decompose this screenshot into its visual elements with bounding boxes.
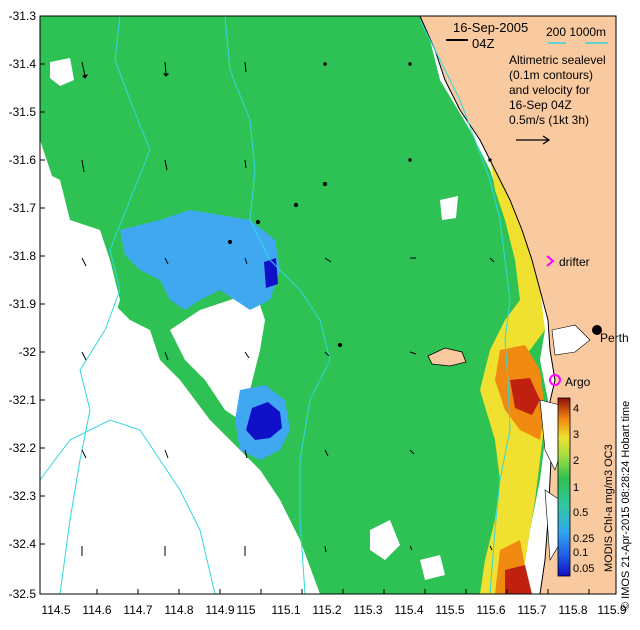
x-tick-label: 114.6: [82, 603, 111, 617]
colorbar-tick: 3: [573, 429, 579, 441]
colorbar-tick: 0.05: [573, 563, 594, 575]
low-chlorophyll-patch: [120, 210, 280, 310]
drifter-label: drifter: [559, 255, 590, 269]
legend-line: 0.5m/s (1kt 3h): [509, 113, 589, 127]
y-tick-marks: [40, 63, 45, 545]
y-tick-label: -31.4: [9, 57, 37, 71]
x-tick-label: 114.8: [164, 603, 193, 617]
x-tick-label: 115.6: [476, 603, 505, 617]
y-tick-label: -32: [19, 345, 37, 359]
y-axis: -31.3 -31.4 -31.5 -31.6 -31.7 -31.8 -31.…: [9, 9, 37, 601]
x-tick-label: 115.8: [558, 603, 587, 617]
x-tick-marks: [96, 589, 590, 594]
y-tick-label: -31.7: [9, 201, 37, 215]
y-tick-label: -31.3: [9, 9, 37, 23]
y-tick-label: -31.5: [9, 105, 37, 119]
drifter-marker-icon: [546, 255, 555, 267]
y-tick-label: -31.6: [9, 153, 37, 167]
x-tick-label: 115.4: [394, 603, 423, 617]
depth-contour-sw: [40, 419, 216, 594]
coastal-chlorophyll-red: [505, 378, 540, 594]
velocity-legend: Altimetric sealevel (0.1m contours) and …: [509, 53, 606, 127]
velocity-scale-arrow-icon: [516, 135, 551, 145]
island: [427, 347, 467, 367]
colorbar-tick: 0.25: [573, 533, 594, 545]
x-tick-label: 114.7: [123, 603, 152, 617]
argo-marker-icon: [549, 374, 561, 386]
x-tick-label: 115: [236, 603, 255, 617]
x-tick-label: 115.7: [517, 603, 546, 617]
cloud-gap-se: [370, 520, 445, 580]
perth-label: Perth: [600, 331, 629, 345]
legend-line: and velocity for: [509, 83, 590, 97]
y-tick-label: -31.9: [9, 297, 37, 311]
colorbar-tick: 2: [573, 455, 579, 467]
cloud-gap-east: [440, 196, 458, 220]
cloud-gap-south: [40, 350, 320, 594]
plot-frame: [39, 15, 617, 595]
legend-line: 16-Sep 04Z: [509, 98, 572, 112]
legend-line: Altimetric sealevel: [509, 53, 606, 67]
legend-line: (0.1m contours): [509, 68, 593, 82]
x-axis: 114.5 114.6 114.7 114.8 114.9 115 115.1 …: [41, 603, 626, 617]
y-tick-label: -32.2: [9, 441, 37, 455]
colorbar-tick: 0.1: [573, 547, 588, 559]
date-label: 16-Sep-2005: [453, 20, 528, 35]
y-tick-label: -31.8: [9, 249, 37, 263]
x-tick-label: 115.2: [312, 603, 341, 617]
time-label: 04Z: [472, 36, 494, 51]
x-tick-label: 114.9: [205, 603, 234, 617]
colorbar-tick: 1: [573, 482, 579, 494]
colorbar-ticks: 4 3 2 1 0.5 0.25 0.1 0.05: [573, 403, 594, 575]
y-tick-label: -32.1: [9, 393, 37, 407]
cloud-gap-north: [50, 58, 74, 86]
x-tick-label: 115.3: [353, 603, 382, 617]
x-tick-label: 115.9: [597, 603, 626, 617]
colorbar: [557, 397, 571, 577]
velocity-arrows: [81, 61, 495, 556]
y-tick-label: -32.4: [9, 537, 37, 551]
x-tick-label: 115.5: [435, 603, 464, 617]
ocean-chlorophyll-field: [40, 16, 548, 594]
depth-contour-mid: [224, 16, 331, 594]
x-tick-label: 115.1: [271, 603, 300, 617]
y-tick-label: -32.3: [9, 489, 37, 503]
depth-contour-200: [419, 19, 511, 594]
cloud-gap-centre: [170, 290, 265, 420]
very-low-chlorophyll-patch: [246, 402, 282, 440]
colorbar-tick: 4: [573, 403, 579, 415]
x-tick-label: 114.5: [41, 603, 70, 617]
very-low-chlorophyll-spot: [264, 258, 278, 288]
colorbar-tick: 0.5: [573, 507, 588, 519]
y-tick-label: -32.5: [9, 587, 37, 601]
colorbar-title: MODIS Chl-a mg/m3 OC3: [603, 444, 615, 572]
credit-label: © IMOS 21-Apr-2015 08:28:24 Hobart time: [620, 401, 632, 610]
depth-contour-1000: [59, 16, 151, 594]
perth-marker-icon: [592, 325, 602, 335]
depth-contours-label: 200 1000m: [546, 25, 606, 39]
argo-label: Argo: [565, 375, 591, 389]
